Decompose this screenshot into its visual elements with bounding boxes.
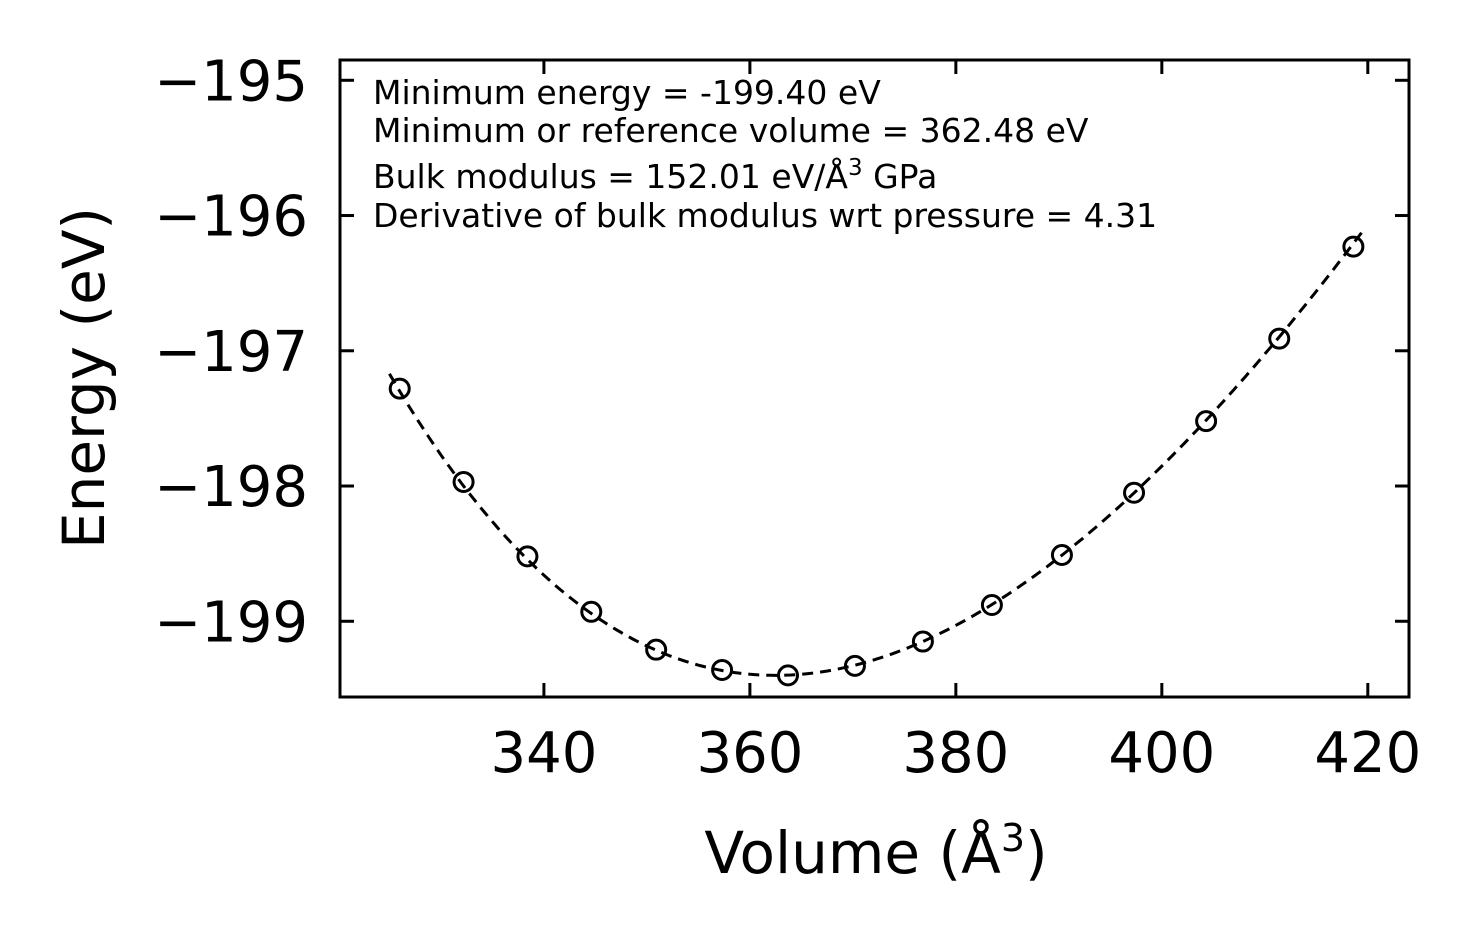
x-tick-label: 420: [1314, 721, 1421, 786]
annotation-bulk-modulus-derivative: Derivative of bulk modulus wrt pressure …: [373, 196, 1157, 235]
data-point: [980, 594, 1003, 617]
data-point: [711, 658, 734, 681]
eos-fit-line: [388, 230, 1364, 677]
data-point: [1195, 410, 1218, 433]
data-point: [843, 654, 866, 677]
fit-curve-layer: [388, 230, 1364, 677]
data-point: [645, 638, 668, 661]
y-tick-label: −198: [154, 455, 308, 520]
y-tick-label: −197: [154, 320, 308, 385]
x-axis-label: Volume (Å3): [704, 816, 1047, 887]
annotation-bulk-modulus: Bulk modulus = 152.01 eV/Å3 GPa: [373, 155, 937, 196]
data-markers: [388, 235, 1365, 687]
data-point: [1268, 327, 1291, 350]
data-point: [580, 600, 603, 623]
y-axis-label: Energy (eV): [50, 207, 118, 549]
plot-frame: [338, 58, 1411, 699]
data-point: [911, 630, 934, 653]
x-tick-label: 400: [1108, 721, 1215, 786]
x-tick-label: 380: [902, 721, 1009, 786]
fit-parameters-annotation: Minimum energy = -199.40 eV Minimum or r…: [373, 73, 1157, 235]
x-ticks: 340 360 380 400 420: [490, 60, 1421, 786]
data-point: [388, 377, 411, 400]
data-point: [776, 664, 799, 687]
data-point: [1123, 481, 1146, 504]
data-point: [1342, 235, 1365, 258]
y-tick-label: −199: [154, 590, 308, 655]
y-tick-label: −196: [154, 185, 308, 250]
data-point: [516, 545, 539, 568]
annotation-ref-volume: Minimum or reference volume = 362.48 eV: [373, 111, 1089, 150]
y-ticks: −195 −196 −197 −198 −199: [154, 49, 1409, 655]
data-point: [1050, 543, 1073, 566]
annotation-min-energy: Minimum energy = -199.40 eV: [373, 73, 881, 112]
x-tick-label: 360: [696, 721, 803, 786]
y-tick-label: −195: [154, 49, 308, 114]
x-tick-label: 340: [490, 721, 597, 786]
data-point: [452, 470, 475, 493]
